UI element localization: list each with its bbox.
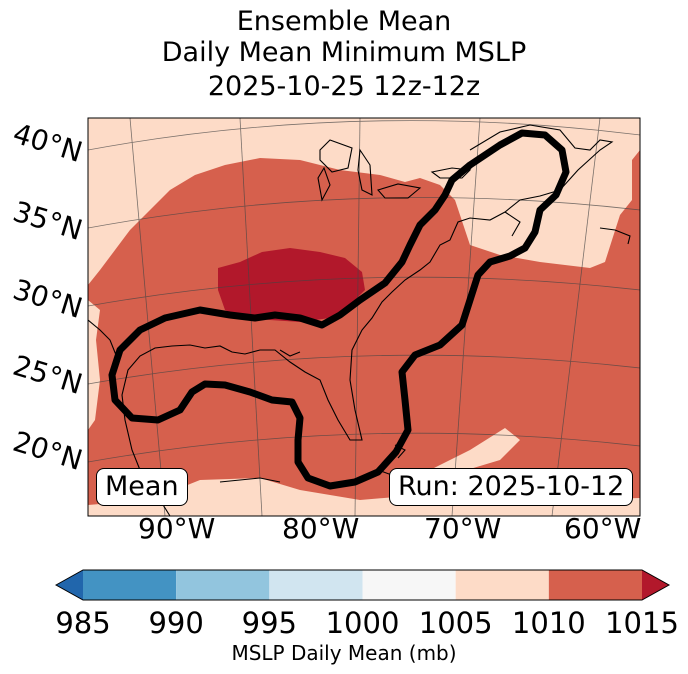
colorbar-tick-label: 1015 [605,606,679,640]
lon-label-60w: 60°W [564,512,642,545]
title-line-1: Ensemble Mean [236,6,452,37]
title-line-2: Daily Mean Minimum MSLP [161,37,527,68]
colorbar-bin-5 [548,570,642,600]
lon-label-80w: 80°W [282,512,360,545]
colorbar-bin-2 [269,570,363,600]
mslp-field-1005-1010-southeast [430,428,520,472]
coastlines [88,124,631,516]
colorbar-bin-3 [362,570,456,600]
lon-label-90w: 90°W [138,512,216,545]
colorbar-tick-label: 985 [55,606,111,640]
probability-contour [108,129,570,490]
colorbar-tick-label: 995 [241,606,298,640]
colorbar-extend-low [56,570,83,600]
run-date-badge: Run: 2025-10-12 [389,468,634,506]
colorbar-label: MSLP Daily Mean (mb) [231,641,457,665]
colorbar-tick-label: 990 [148,606,204,640]
colorbar-tick-label: 1005 [418,606,493,640]
title-line-3: 2025-10-25 12z-12z [207,71,481,102]
colorbar-bin-4 [455,570,549,600]
colorbar-extend-high [642,570,669,600]
colorbar-bin-1 [176,570,270,600]
mslp-field-above-1015 [218,248,365,322]
mslp-field-1005-1010-north [88,118,640,285]
lon-label-70w: 70°W [424,512,502,545]
mslp-field-1005-1010-south [88,478,640,516]
map-panel [87,117,641,517]
colorbar-bin-0 [83,570,177,600]
mean-badge: Mean [96,468,188,506]
map-frame [87,117,641,517]
colorbar-outline [54,569,671,601]
colorbar-tick-label: 1000 [325,606,400,640]
colorbar [54,569,671,601]
mslp-field-1005-1010-west [88,300,100,430]
colorbar-tick-label: 1010 [511,606,586,640]
